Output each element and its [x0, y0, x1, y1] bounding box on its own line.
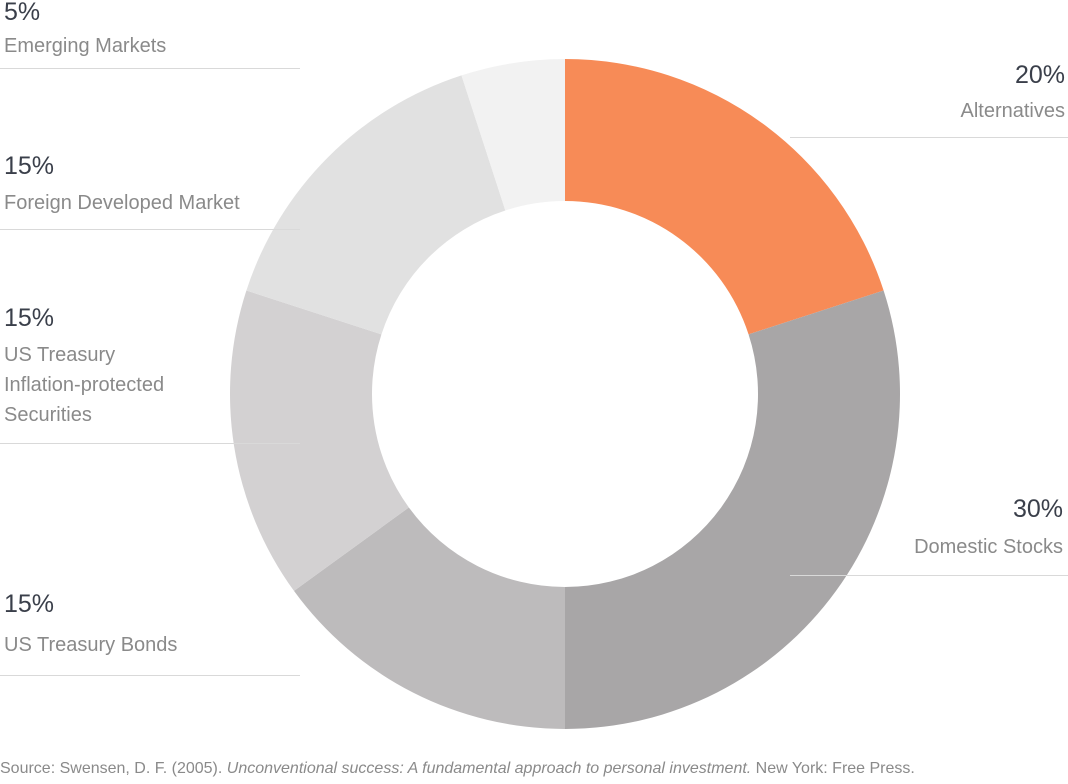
- category-label-domestic-stocks: Domestic Stocks: [914, 536, 1063, 558]
- slice-us-treasury-inflation-protected-securities: [230, 290, 409, 591]
- category-label-emerging-markets: Emerging Markets: [4, 35, 166, 57]
- donut-chart: 20% Alternatives 30% Domestic Stocks 15% US T…: [0, 0, 1068, 729]
- category-label-alternatives: Alternatives: [961, 100, 1066, 122]
- source-suffix: New York: Free Press.: [751, 760, 915, 777]
- slice-foreign-developed-market: [246, 75, 506, 335]
- percent-label-domestic-stocks: 30%: [1013, 495, 1063, 523]
- slice-alternatives: [565, 59, 884, 335]
- source-prefix: Source: Swensen, D. F. (2005).: [0, 760, 227, 777]
- percent-label-foreign-developed-market: 15%: [4, 152, 54, 180]
- percent-label-us-treasury-bonds: 15%: [4, 590, 54, 618]
- source-title: Unconventional success: A fundamental ap…: [226, 760, 752, 777]
- category-label-us-treasury-inflation-protected-securities-line-3: Securities: [4, 404, 92, 426]
- source-citation: Source: Swensen, D. F. (2005). Unconvent…: [0, 760, 1068, 778]
- slice-emerging-markets: [461, 59, 565, 211]
- category-label-foreign-developed-market: Foreign Developed Market: [4, 192, 240, 214]
- category-label-us-treasury-inflation-protected-securities-line-1: US Treasury: [4, 344, 115, 366]
- percent-label-us-treasury-inflation-protected-securities: 15%: [4, 304, 54, 332]
- percent-label-emerging-markets: 5%: [4, 0, 40, 26]
- category-label-us-treasury-bonds: US Treasury Bonds: [4, 634, 177, 656]
- percent-label-alternatives: 20%: [1015, 61, 1065, 89]
- category-label-us-treasury-inflation-protected-securities-line-2: Inflation-protected: [4, 374, 164, 396]
- slice-labels: 20% Alternatives 30% Domestic Stocks 15% US T…: [0, 0, 1068, 676]
- slice-us-treasury-bonds: [293, 507, 565, 729]
- slice-domestic-stocks: [565, 290, 901, 729]
- donut-slices: [230, 59, 901, 729]
